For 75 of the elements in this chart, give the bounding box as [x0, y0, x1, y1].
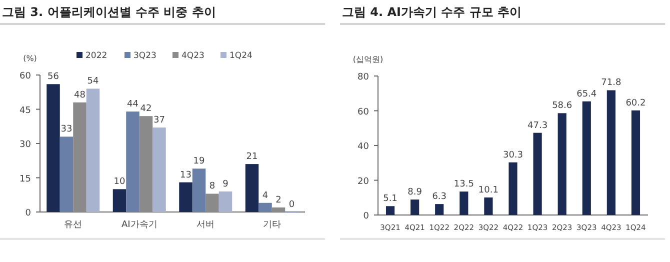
bar: [484, 197, 493, 215]
y-axis-title: (십억원): [352, 55, 384, 64]
y-tick-label: 0: [363, 212, 370, 222]
y-tick-label: 15: [20, 174, 31, 184]
y-tick-label: 60: [358, 107, 370, 118]
x-tick-label: 서버: [196, 220, 215, 230]
data-label: 37: [154, 116, 165, 126]
data-label: 47.3: [528, 120, 548, 131]
chart-title: 그림 3. 어플리케이션별 수주 비중 추이: [2, 5, 216, 19]
x-tick-label: AI가속기: [121, 220, 158, 230]
bar: [410, 200, 420, 215]
bar: [60, 136, 74, 212]
x-tick-label: 유선: [64, 220, 82, 230]
data-label: 10.1: [478, 185, 498, 196]
y-tick-label: 45: [20, 106, 31, 116]
legend-label: 3Q23: [134, 51, 156, 61]
bar: [126, 112, 140, 212]
y-tick-label: 20: [358, 176, 370, 187]
data-label: 13: [180, 170, 192, 180]
bar: [206, 194, 219, 212]
bar: [179, 182, 192, 212]
bar: [558, 113, 566, 215]
data-label: 42: [140, 104, 152, 114]
data-label: 13.5: [454, 180, 474, 190]
y-axis-title: (%): [23, 54, 37, 63]
data-label: 33: [60, 124, 72, 135]
bar: [46, 84, 60, 212]
data-label: 44: [127, 100, 139, 110]
bar: [86, 88, 100, 212]
bar: [508, 162, 518, 215]
data-label: 4: [262, 190, 268, 201]
data-label: 8.9: [408, 188, 422, 198]
y-tick-label: 80: [358, 72, 370, 82]
bar: [582, 101, 591, 215]
data-label: 5.1: [383, 194, 398, 204]
data-label: 54: [87, 76, 99, 87]
bar: [152, 128, 166, 212]
bar: [192, 168, 206, 212]
data-label: 0: [288, 200, 295, 210]
bar: [73, 102, 86, 212]
data-label: 30.3: [502, 150, 524, 160]
y-tick-label: 0: [25, 208, 32, 218]
bar: [258, 202, 272, 212]
bar: [631, 110, 640, 215]
chart-title: 그림 4. AI가속기 수주 규모 추이: [342, 5, 522, 19]
data-label: 19: [193, 156, 205, 167]
legend-label: 2022: [86, 51, 108, 61]
bar: [533, 132, 542, 215]
legend-label: 1Q24: [230, 51, 252, 61]
bar: [272, 207, 286, 212]
data-label: 60.2: [626, 98, 646, 108]
data-label: 65.4: [576, 89, 597, 100]
data-label: 2: [276, 195, 282, 206]
y-tick-label: 40: [358, 142, 370, 152]
bar: [460, 192, 468, 215]
y-tick-label: 60: [20, 72, 32, 82]
bar: [386, 206, 395, 215]
bar: [139, 116, 153, 212]
bar: [606, 90, 616, 215]
data-label: 58.6: [552, 101, 572, 112]
data-label: 10: [114, 177, 126, 188]
data-label: 6.3: [432, 192, 447, 202]
data-label: 48: [74, 90, 86, 100]
bar: [112, 189, 126, 212]
bar: [218, 191, 232, 212]
bar: [245, 164, 259, 212]
bar: [435, 204, 444, 215]
legend-label: 4Q23: [182, 51, 204, 61]
data-label: 56: [48, 72, 60, 82]
data-label: 21: [246, 152, 258, 162]
data-label: 8: [209, 182, 216, 192]
data-label: 71.8: [601, 78, 622, 88]
data-label: 9: [222, 179, 229, 190]
x-tick-label: 기타: [262, 220, 281, 230]
y-tick-label: 30: [20, 140, 32, 150]
